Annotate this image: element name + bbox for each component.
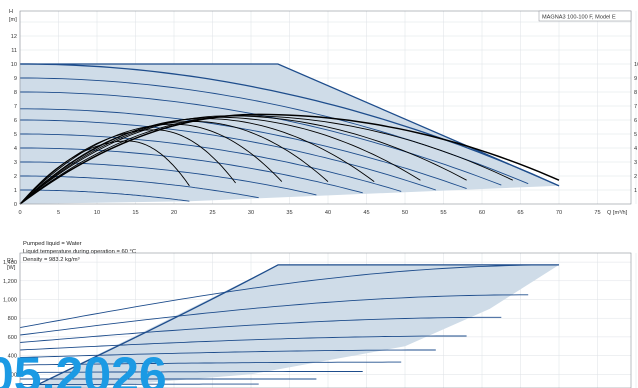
pump-curve-10 (20, 189, 190, 202)
h-axis-label: H (9, 9, 13, 15)
system-curve-7 (19, 123, 283, 205)
h-tick-label: 10 (11, 62, 17, 68)
pump-curve-1 (20, 63, 560, 187)
fluid-line-2: Liquid temperature during operation = 60… (23, 249, 136, 255)
p1-axis-label: P1 (7, 258, 14, 264)
power-curve-2 (19, 294, 529, 336)
h-tick-label-right: 5 (634, 132, 637, 138)
q-tick-label: 55 (440, 210, 446, 216)
q-tick-label: 10 (94, 210, 100, 216)
model-label-box (538, 10, 632, 22)
h-tick-label-right: 7 (634, 104, 637, 110)
h-axis-unit: [m] (9, 17, 17, 23)
h-tick-label: 9 (14, 76, 17, 82)
h-tick-label-right: 3 (634, 160, 637, 166)
system-curve-1 (19, 113, 560, 205)
power-curve-3 (19, 316, 502, 343)
model-label: MAGNA3 100-100 F, Model E (542, 14, 616, 20)
q-tick-label: 15 (132, 210, 138, 216)
q-tick-label: 30 (248, 210, 254, 216)
p1-axis-unit: [W] (7, 265, 16, 271)
h-tick-label-right: 8 (634, 90, 637, 96)
h-tick-label: 0 (14, 202, 17, 208)
system-curve-9 (19, 140, 190, 205)
p1-tick-label: 1,400 (3, 260, 17, 266)
p1-tick-label: 1,000 (3, 298, 17, 304)
power-curve-9 (20, 383, 259, 386)
q-tick-label: 75 (594, 210, 600, 216)
q-tick-label: 45 (363, 210, 369, 216)
h-tick-label: 1 (14, 188, 17, 194)
power-chart: 200 400 600 800 1,000 1,200 1,400 P1 [W] (3, 252, 637, 388)
q-tick-label: 40 (325, 210, 331, 216)
h-tick-label: 4 (14, 146, 17, 152)
power-curve-4 (19, 335, 467, 351)
power-curve-1 (19, 264, 559, 329)
head-chart: 0 5 10 15 20 25 30 35 40 45 50 55 60 65 70 75 012345678… (9, 9, 638, 263)
h-tick-label-right: 2 (634, 174, 637, 180)
h-tick-label: 2 (14, 174, 17, 180)
power-curves (19, 264, 559, 388)
p1-tick-label: 1,200 (3, 279, 17, 285)
power-curve-5 (19, 349, 436, 358)
h-tick-label: 11 (11, 48, 17, 54)
h-tick-label-right: 10 (634, 62, 638, 68)
power-plot-frame (19, 252, 632, 388)
h-tick-label-right: 9 (634, 76, 637, 82)
system-curve-3 (19, 115, 467, 205)
pump-curve-8 (20, 161, 317, 196)
system-curve-6 (19, 120, 329, 205)
pump-curve-6 (20, 133, 402, 192)
p1-tick-label: 200 (8, 372, 17, 378)
p1-tick-label: 800 (8, 316, 17, 322)
p1-tick-label: 600 (8, 335, 17, 341)
h-tick-label-right: 4 (634, 146, 637, 152)
q-axis-ticks: 0 5 10 15 20 25 30 35 40 45 50 55 60 65 70 75 (18, 210, 600, 216)
h-tick-label: 5 (14, 132, 17, 138)
q-tick-label: 20 (171, 210, 177, 216)
q-tick-label: 5 (57, 210, 60, 216)
q-tick-label: 0 (18, 210, 21, 216)
pump-curve-3 (20, 91, 502, 186)
max-power-curve (29, 264, 559, 388)
h-tick-label: 12 (11, 34, 17, 40)
h-tick-label: 3 (14, 160, 17, 166)
pump-curve-5 (20, 119, 436, 191)
h-tick-label: 8 (14, 90, 17, 96)
h-tick-label-right: 6 (634, 118, 637, 124)
q-tick-label: 50 (402, 210, 408, 216)
h-tick-label: 6 (14, 118, 17, 124)
h-tick-label: 7 (14, 104, 17, 110)
head-plot-frame (19, 10, 632, 205)
p1-tick-label: 400 (8, 354, 17, 360)
system-curve-4 (19, 116, 421, 205)
power-curve-6 (20, 361, 402, 366)
pump-curve-7 (20, 147, 363, 194)
fluid-line-3: Density = 983.2 kg/m³ (23, 257, 80, 263)
system-curves (19, 113, 560, 205)
q-tick-label: 35 (286, 210, 292, 216)
date-stamp-overlay: 05.2026 (0, 347, 167, 388)
fluid-line-1: Pumped liquid = Water (23, 241, 82, 247)
q-tick-label: 65 (517, 210, 523, 216)
q-tick-label: 70 (556, 210, 562, 216)
q-axis-label: Q [m³/h] (607, 210, 628, 216)
system-curve-5 (19, 118, 375, 205)
p1-axis-ticks: 200 400 600 800 1,000 1,200 1,400 (3, 260, 17, 378)
power-envelope (30, 264, 559, 388)
h-tick-label-right: 1 (634, 188, 637, 194)
power-curve-7 (20, 371, 363, 373)
q-tick-label: 25 (209, 210, 215, 216)
h-axis-ticks-right: 1 2 3 4 5 6 7 8 9 10 (634, 62, 638, 194)
q-tick-label: 60 (479, 210, 485, 216)
